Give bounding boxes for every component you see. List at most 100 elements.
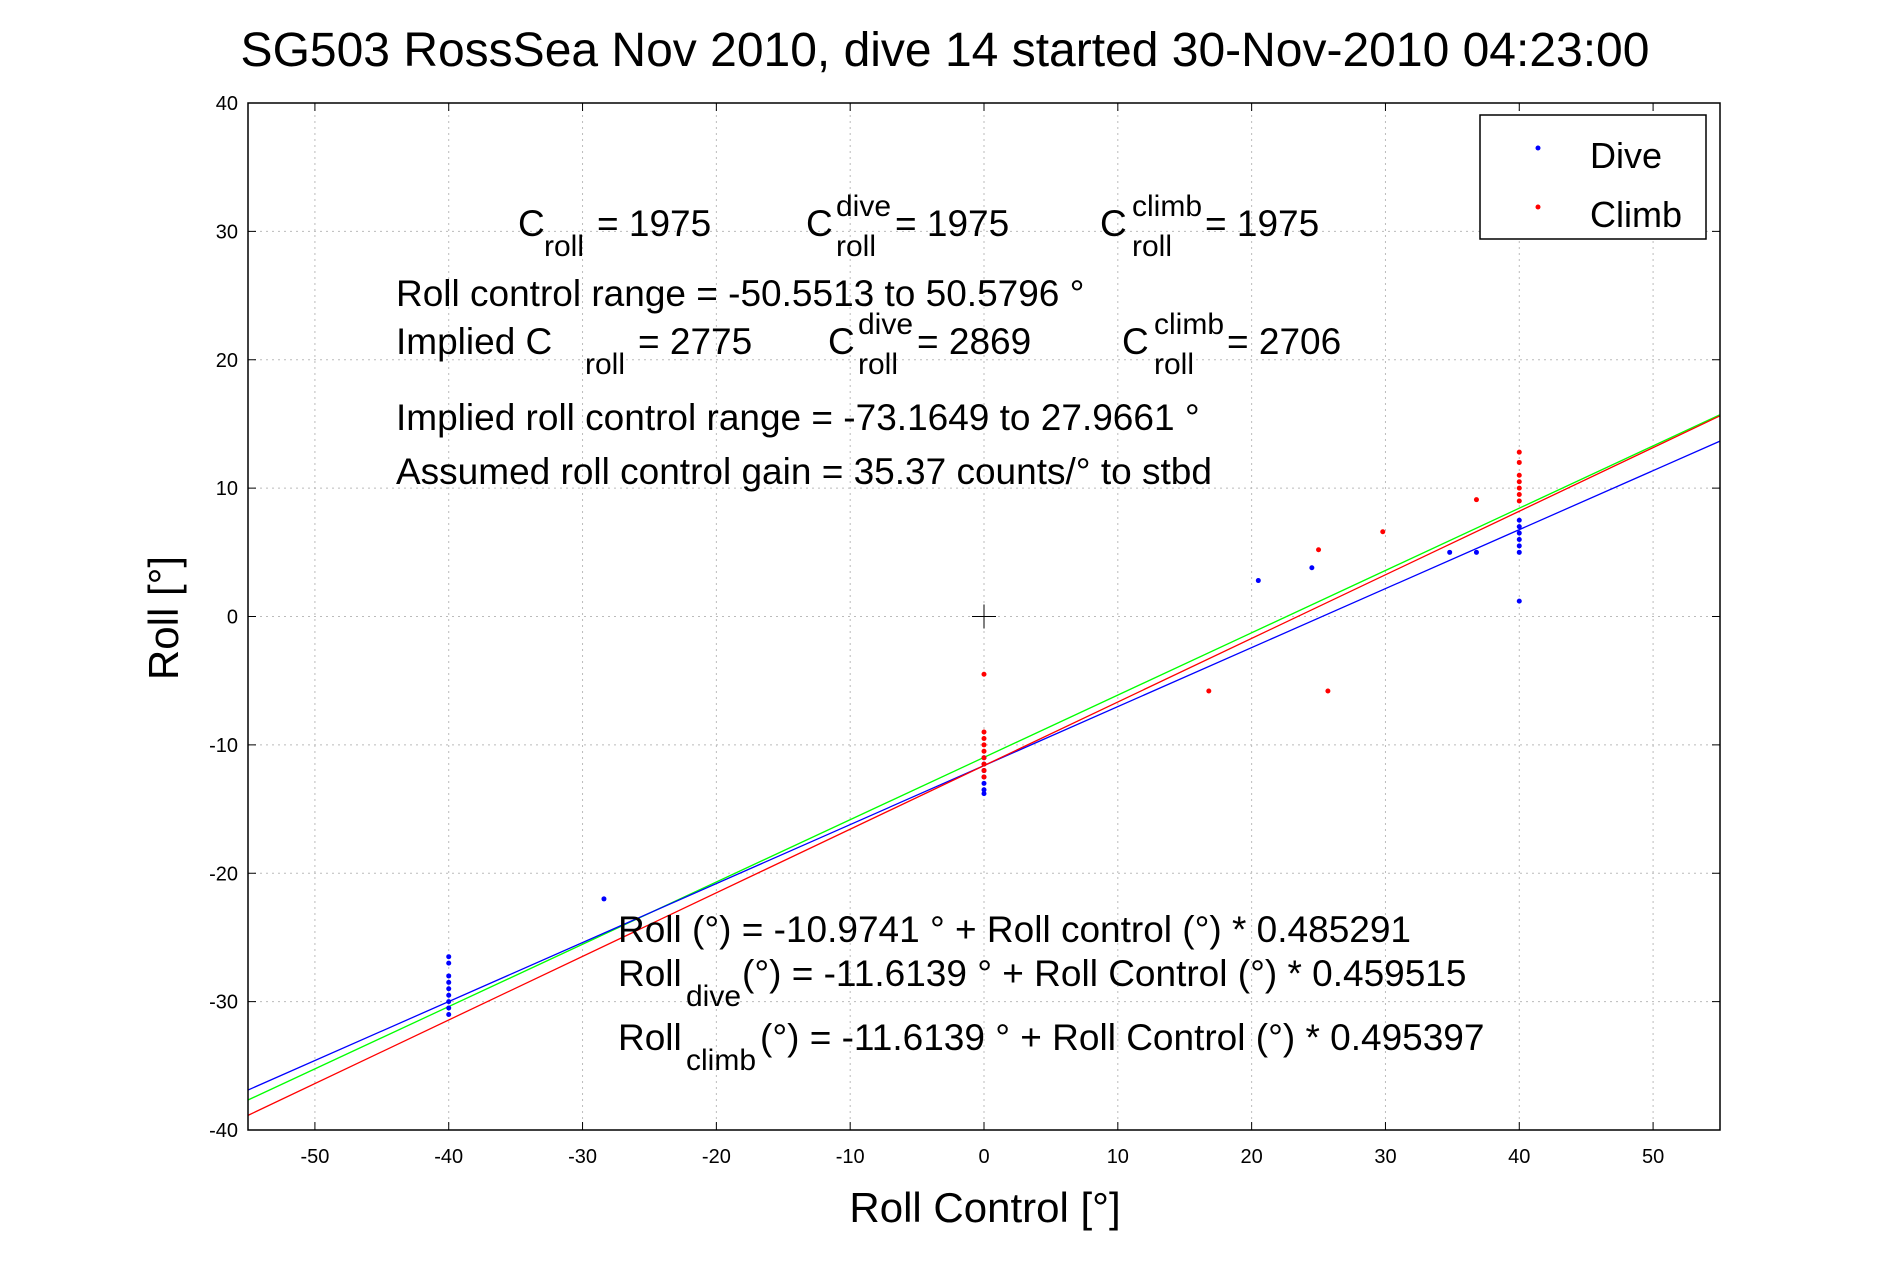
climb-point [1516, 479, 1522, 485]
svg-text:climb: climb [686, 1044, 756, 1077]
dive-point [981, 780, 987, 786]
dive-point [601, 896, 607, 902]
annotation-fit-climb: Roll climb (°) = -11.6139 ° + Roll Contr… [618, 1017, 1484, 1077]
dive-point [446, 979, 452, 985]
svg-text:roll: roll [1154, 348, 1194, 381]
svg-text:= 2775: = 2775 [638, 321, 752, 362]
origin-crosshair [972, 604, 996, 629]
climb-point [981, 742, 987, 748]
dive-point [446, 954, 452, 960]
dive-point [1516, 536, 1522, 542]
climb-point [1516, 472, 1522, 478]
svg-text:roll: roll [544, 230, 584, 263]
legend-climb-label: Climb [1590, 194, 1682, 235]
climb-point [981, 748, 987, 754]
svg-text:(°) = -11.6139 ° + Roll Contro: (°) = -11.6139 ° + Roll Control (°) * 0.… [742, 953, 1466, 994]
svg-text:C: C [828, 321, 855, 362]
y-tick-label: 20 [216, 350, 238, 372]
dive-point [446, 1005, 452, 1011]
climb-point [1316, 547, 1322, 553]
x-tick-label: -20 [702, 1146, 731, 1168]
dive-point [446, 992, 452, 998]
climb-point [1325, 688, 1331, 694]
dive-point [1516, 517, 1522, 523]
ticks: -50 -40 -30 -20 -10 0 10 20 30 40 50 -40 -30 -20 -10 0 1… [209, 93, 1720, 1168]
dive-point [1516, 598, 1522, 604]
svg-text:C: C [518, 203, 545, 244]
climb-point [981, 735, 987, 741]
annotation-gain: Assumed roll control gain = 35.37 counts… [396, 451, 1212, 492]
x-tick-label: -40 [434, 1146, 463, 1168]
svg-text:C: C [806, 203, 833, 244]
svg-text:= 1975: = 1975 [1205, 203, 1319, 244]
chart-title: SG503 RossSea Nov 2010, dive 14 started … [241, 24, 1650, 77]
annotation-fit-dive: Roll dive (°) = -11.6139 ° + Roll Contro… [618, 953, 1466, 1013]
x-tick-label: -30 [568, 1146, 597, 1168]
dive-point [446, 973, 452, 979]
y-tick-label: -40 [209, 1120, 238, 1142]
y-tick-label: 10 [216, 478, 238, 500]
x-tick-label: 40 [1508, 1146, 1530, 1168]
x-tick-label: -50 [300, 1146, 329, 1168]
svg-text:dive: dive [836, 190, 891, 223]
legend-dive-label: Dive [1590, 135, 1662, 176]
climb-point [981, 768, 987, 774]
x-axis-label: Roll Control [°] [849, 1184, 1120, 1231]
svg-text:roll: roll [1132, 230, 1172, 263]
climb-point [981, 761, 987, 767]
svg-text:= 2706: = 2706 [1227, 321, 1341, 362]
climb-point [1516, 492, 1522, 498]
svg-text:C: C [1122, 321, 1149, 362]
dive-point [981, 791, 987, 797]
dive-point [1516, 530, 1522, 536]
dive-point [1516, 543, 1522, 549]
svg-text:Implied C: Implied C [396, 321, 552, 362]
svg-text:= 1975: = 1975 [597, 203, 711, 244]
dive-point [1309, 565, 1315, 571]
y-tick-label: -20 [209, 863, 238, 885]
annotation-fit-all: Roll (°) = -10.9741 ° + Roll control (°)… [618, 909, 1411, 950]
data-points [446, 449, 1522, 1017]
dive-point [446, 960, 452, 966]
y-tick-label: 0 [227, 607, 238, 629]
x-tick-label: 30 [1374, 1146, 1396, 1168]
climb-point [1516, 485, 1522, 491]
climb-point [1206, 688, 1212, 694]
annotation-implied-range: Implied roll control range = -73.1649 to… [396, 397, 1200, 438]
dive-point [1473, 549, 1479, 555]
svg-text:dive: dive [858, 308, 913, 341]
dive-point [446, 999, 452, 1005]
x-tick-label: 20 [1241, 1146, 1263, 1168]
x-tick-label: 10 [1107, 1146, 1129, 1168]
dive-point [1255, 578, 1261, 584]
climb-point [981, 755, 987, 761]
dive-point [1516, 549, 1522, 555]
legend-box [1479, 114, 1707, 240]
y-tick-label: 40 [216, 93, 238, 115]
svg-text:roll: roll [836, 230, 876, 263]
climb-point [1516, 449, 1522, 455]
legend-climb-marker [1535, 204, 1541, 210]
dive-point [1447, 549, 1453, 555]
svg-text:roll: roll [858, 348, 898, 381]
annotation-c-roll: C roll = 1975 C dive roll = 1975 C climb… [518, 190, 1319, 263]
legend: Dive Climb [1479, 114, 1707, 240]
y-tick-label: -30 [209, 992, 238, 1014]
x-tick-label: 50 [1642, 1146, 1664, 1168]
svg-text:climb: climb [1154, 308, 1224, 341]
svg-text:C: C [1100, 203, 1127, 244]
dive-point [1516, 524, 1522, 530]
svg-text:= 2869: = 2869 [917, 321, 1031, 362]
climb-point [981, 729, 987, 735]
dive-point [981, 787, 987, 793]
svg-text:climb: climb [1132, 190, 1202, 223]
y-tick-label: -10 [209, 735, 238, 757]
svg-text:Roll: Roll [618, 953, 682, 994]
climb-point [1516, 498, 1522, 504]
svg-text:dive: dive [686, 980, 741, 1013]
x-tick-label: -10 [836, 1146, 865, 1168]
annotation-implied: Implied C roll = 2775 C dive roll = 2869… [396, 308, 1341, 381]
climb-point [981, 774, 987, 780]
climb-point [1473, 497, 1479, 503]
